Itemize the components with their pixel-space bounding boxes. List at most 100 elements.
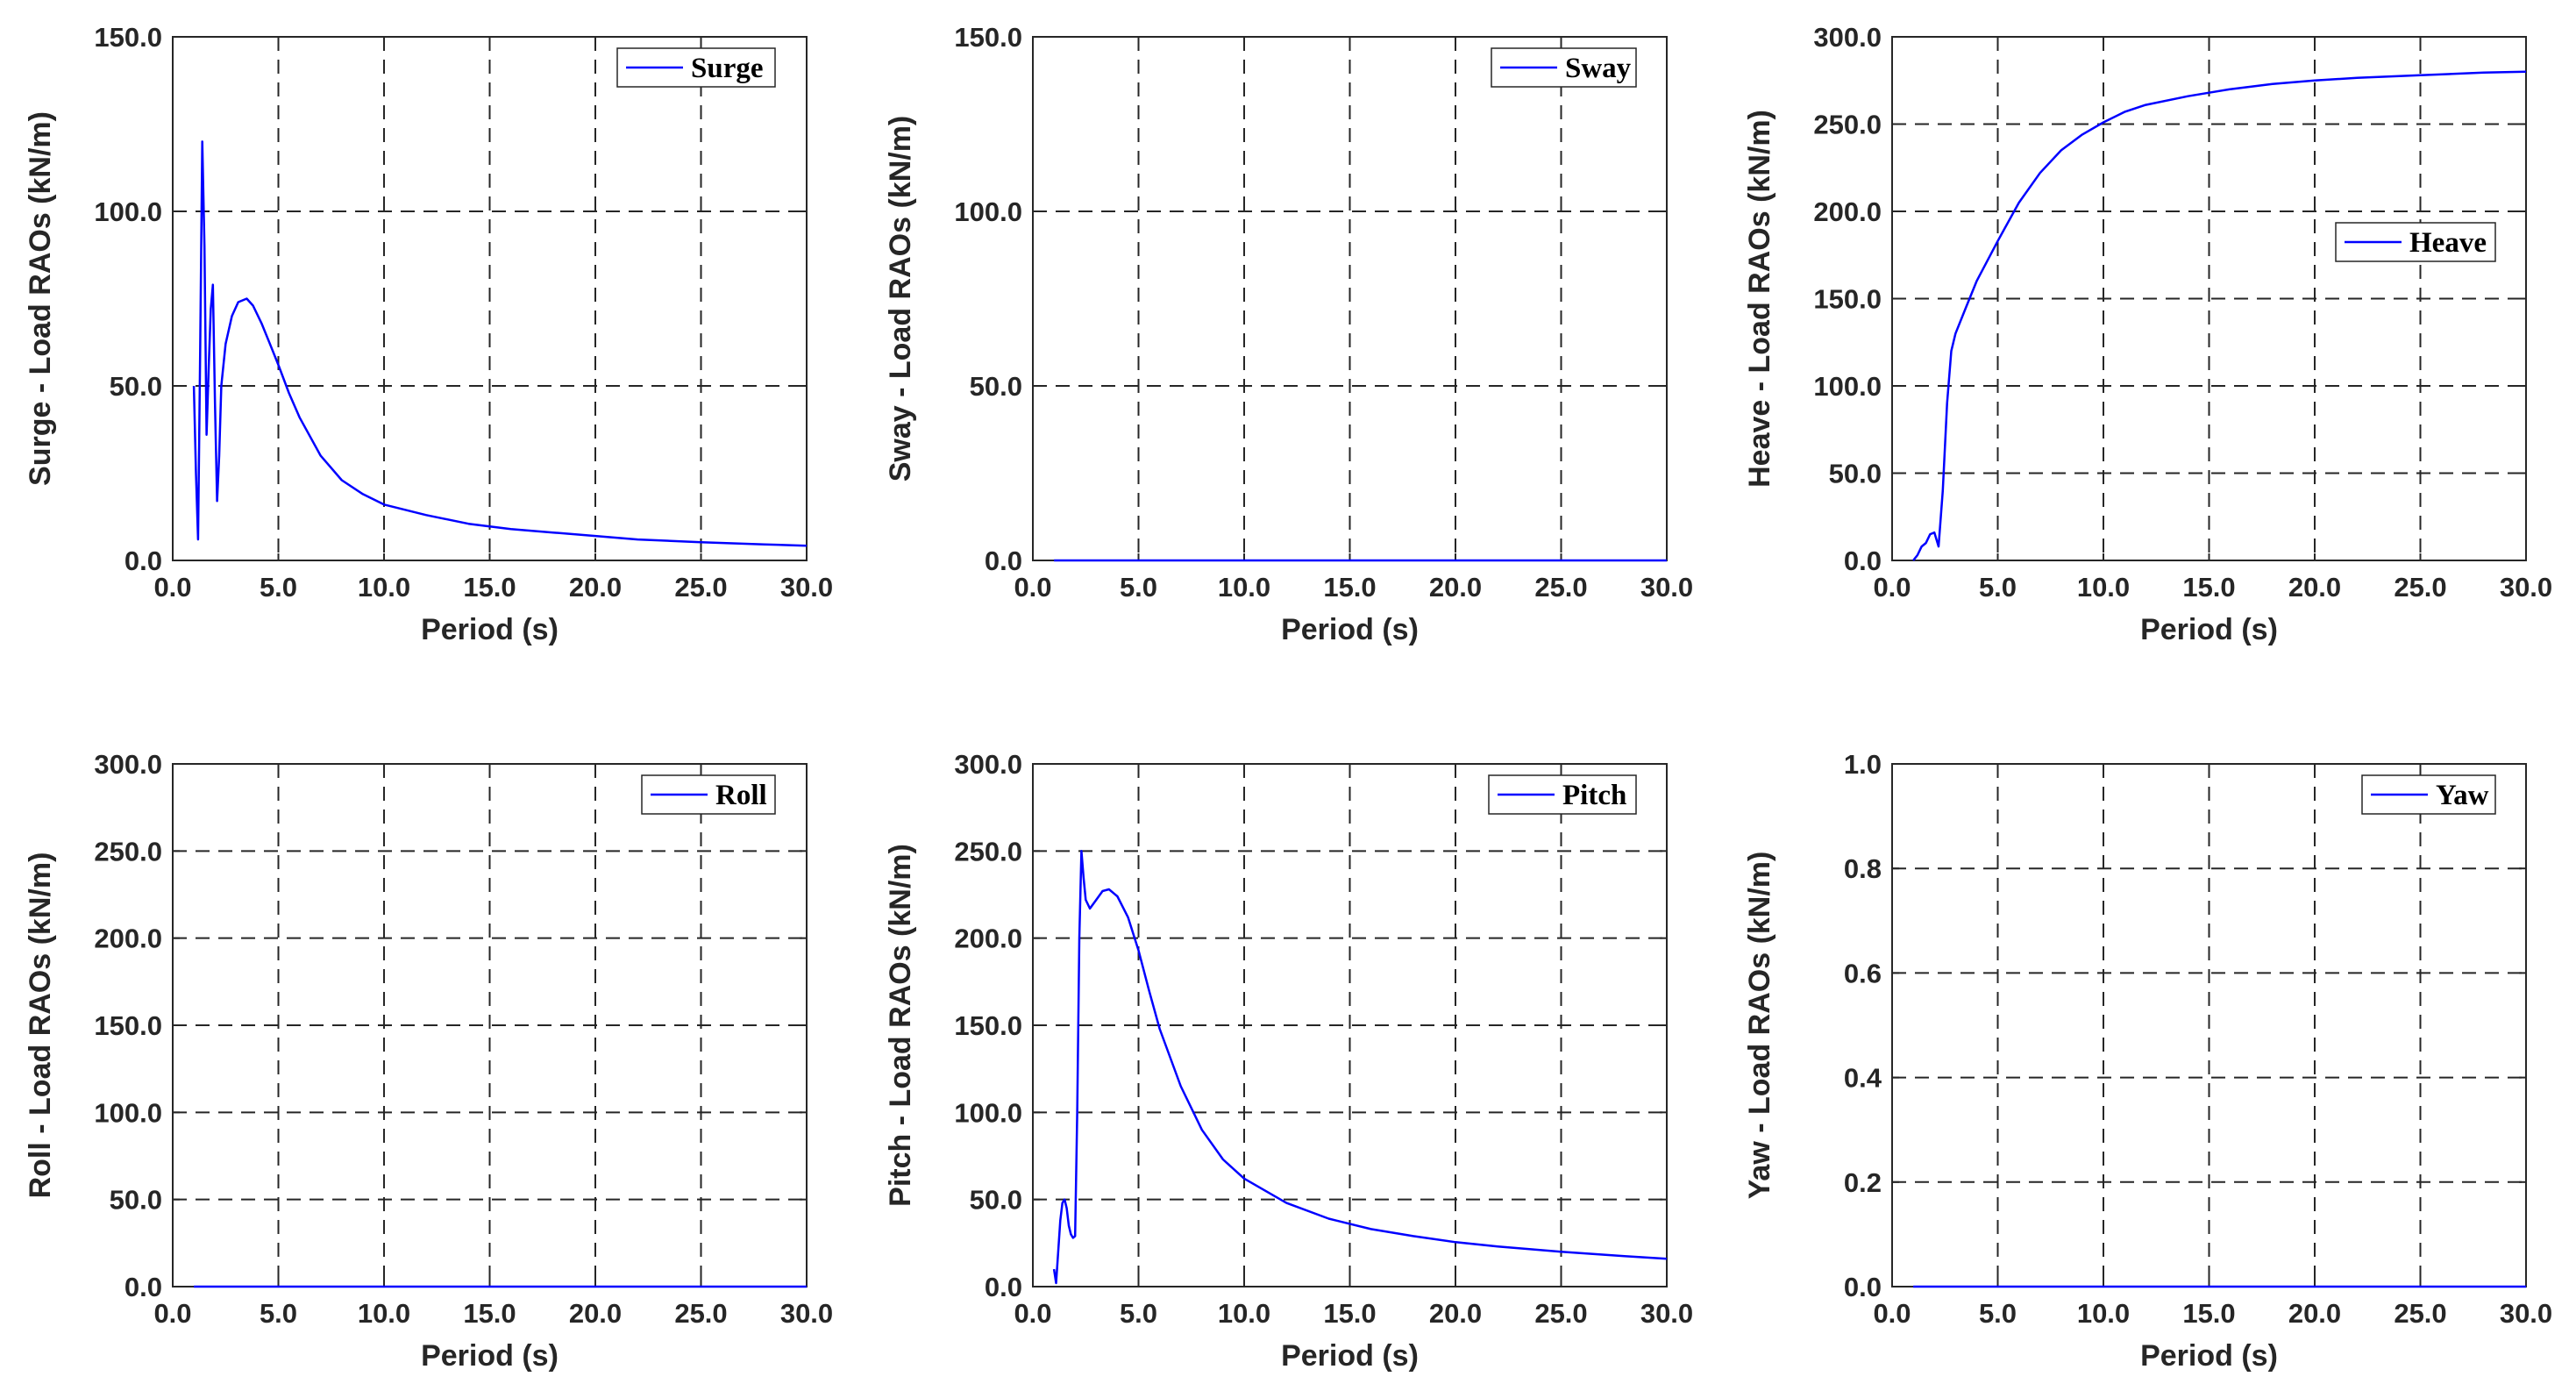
x-tick-label: 25.0: [1534, 572, 1587, 603]
y-tick-label: 300.0: [954, 749, 1022, 780]
x-tick-label: 20.0: [1429, 1298, 1482, 1329]
legend-label: Pitch: [1562, 780, 1626, 811]
x-tick-label: 0.0: [1873, 572, 1911, 603]
legend-sway: Sway: [1491, 47, 1637, 88]
x-tick-label: 20.0: [2288, 1298, 2341, 1329]
y-tick-label: 50.0: [970, 371, 1022, 402]
x-tick-label: 30.0: [1640, 1298, 1693, 1329]
chart-roll: 0.0 5.0 10.0 15.0 20.0 25.0 30.0 0.0 50.0 100.0 15…: [24, 749, 833, 1373]
y-tick-label: 0.2: [1844, 1167, 1882, 1198]
y-axis-label: Sway - Load RAOs (kN/m): [884, 116, 917, 482]
x-tick-label: 15.0: [2182, 1298, 2235, 1329]
y-tick-label: 300.0: [94, 749, 162, 780]
y-tick-label: 150.0: [1813, 284, 1882, 315]
legend-label: Sway: [1565, 53, 1632, 84]
y-tick-label: 150.0: [954, 1010, 1022, 1041]
y-tick-label: 100.0: [1813, 371, 1882, 402]
x-tick-label: 5.0: [260, 572, 297, 603]
y-tick-label: 0.0: [1844, 1272, 1882, 1302]
chart-heave: 0.0 5.0 10.0 15.0 20.0 25.0 30.0 0.0 50.0 100.0 15…: [1743, 22, 2552, 646]
x-tick-label: 5.0: [1979, 1298, 2017, 1329]
y-tick-label: 150.0: [94, 1010, 162, 1041]
x-tick-label: 10.0: [358, 572, 410, 603]
y-axis-label: Heave - Load RAOs (kN/m): [1743, 110, 1776, 488]
x-tick-label: 15.0: [463, 1298, 516, 1329]
x-axis-label: Period (s): [421, 613, 559, 646]
chart-surge: 0.0 5.0 10.0 15.0 20.0 25.0 30.0 0.0 50.0 100.0 15…: [24, 22, 833, 646]
x-tick-label: 25.0: [2394, 1298, 2446, 1329]
x-axis-label: Period (s): [2140, 1339, 2278, 1373]
x-tick-label: 30.0: [2500, 572, 2552, 603]
x-tick-label: 5.0: [1979, 572, 2017, 603]
y-axis-label: Roll - Load RAOs (kN/m): [24, 852, 57, 1199]
y-tick-label: 50.0: [970, 1185, 1022, 1216]
x-tick-label: 25.0: [674, 572, 727, 603]
x-tick-label: 20.0: [569, 572, 622, 603]
legend-box: [616, 47, 776, 88]
x-tick-label: 25.0: [674, 1298, 727, 1329]
x-tick-label: 30.0: [780, 572, 833, 603]
x-tick-label: 15.0: [1323, 572, 1376, 603]
y-tick-label: 0.6: [1844, 958, 1882, 988]
x-tick-label: 20.0: [1429, 572, 1482, 603]
y-tick-label: 200.0: [954, 924, 1022, 954]
series-line-heave: [1912, 70, 2527, 561]
x-tick-label: 10.0: [1218, 572, 1270, 603]
x-tick-label: 0.0: [1014, 572, 1051, 603]
x-tick-label: 10.0: [2077, 1298, 2130, 1329]
legend-heave: Heave: [2335, 222, 2496, 262]
y-tick-label: 0.0: [125, 1272, 162, 1302]
y-tick-label: 100.0: [954, 196, 1022, 227]
y-tick-label: 100.0: [94, 1097, 162, 1128]
y-tick-label: 200.0: [94, 924, 162, 954]
legend-label: Yaw: [2436, 780, 2489, 811]
y-tick-label: 0.0: [1844, 546, 1882, 576]
legend-label: Surge: [691, 53, 764, 84]
x-tick-label: 30.0: [780, 1298, 833, 1329]
x-axis-label: Period (s): [1281, 613, 1419, 646]
y-tick-label: 100.0: [94, 196, 162, 227]
legend-roll: Roll: [641, 774, 776, 815]
y-tick-label: 50.0: [110, 1185, 162, 1216]
legend-pitch: Pitch: [1488, 774, 1637, 815]
x-tick-label: 5.0: [260, 1298, 297, 1329]
y-tick-label: 50.0: [1829, 459, 1882, 489]
legend-surge: Surge: [616, 47, 776, 88]
series-line-surge: [192, 140, 808, 547]
y-tick-label: 150.0: [94, 22, 162, 53]
legend-yaw: Yaw: [2361, 774, 2496, 815]
x-tick-label: 25.0: [2394, 572, 2446, 603]
y-tick-label: 0.0: [985, 1272, 1022, 1302]
y-tick-label: 1.0: [1844, 749, 1882, 780]
x-tick-label: 5.0: [1120, 572, 1157, 603]
x-tick-label: 0.0: [1014, 1298, 1051, 1329]
y-tick-label: 250.0: [94, 836, 162, 867]
x-tick-label: 25.0: [1534, 1298, 1587, 1329]
y-tick-label: 0.0: [985, 546, 1022, 576]
y-tick-label: 0.4: [1844, 1063, 1882, 1094]
x-tick-label: 10.0: [1218, 1298, 1270, 1329]
y-tick-label: 300.0: [1813, 22, 1882, 53]
x-tick-label: 30.0: [2500, 1298, 2552, 1329]
y-axis-label: Surge - Load RAOs (kN/m): [24, 111, 57, 486]
chart-yaw: 0.0 5.0 10.0 15.0 20.0 25.0 30.0 0.0 0.2 0.4 0.6 0.…: [1743, 749, 2552, 1373]
x-tick-label: 10.0: [2077, 572, 2130, 603]
y-tick-label: 200.0: [1813, 196, 1882, 227]
x-tick-label: 0.0: [153, 1298, 191, 1329]
x-tick-label: 10.0: [358, 1298, 410, 1329]
y-tick-label: 150.0: [954, 22, 1022, 53]
x-tick-label: 30.0: [1640, 572, 1693, 603]
x-tick-label: 15.0: [1323, 1298, 1376, 1329]
chart-pitch: 0.0 5.0 10.0 15.0 20.0 25.0 30.0 0.0 50.0 100.0 15…: [884, 749, 1693, 1373]
y-axis-label: Pitch - Load RAOs (kN/m): [884, 844, 917, 1207]
y-tick-label: 0.0: [125, 546, 162, 576]
x-axis-label: Period (s): [421, 1339, 559, 1373]
x-axis-label: Period (s): [2140, 613, 2278, 646]
legend-label: Heave: [2409, 227, 2487, 259]
chart-sway: 0.0 5.0 10.0 15.0 20.0 25.0 30.0 0.0 50.0 100.0 15…: [884, 22, 1693, 646]
x-tick-label: 20.0: [2288, 572, 2341, 603]
legend-label: Roll: [715, 780, 767, 811]
x-tick-label: 5.0: [1120, 1298, 1157, 1329]
y-tick-label: 50.0: [110, 371, 162, 402]
